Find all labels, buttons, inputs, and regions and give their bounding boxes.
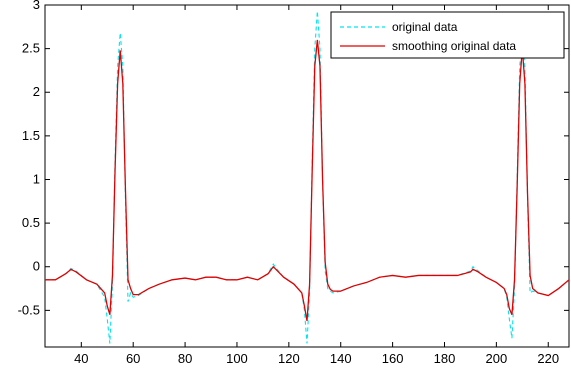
- x-tick-label: 80: [178, 351, 192, 366]
- series-line-smoothing-data: [45, 39, 569, 321]
- legend-box: [330, 11, 565, 59]
- x-tick-label: 220: [537, 351, 559, 366]
- legend-label-original: original data: [392, 20, 458, 34]
- series-group: [45, 11, 569, 344]
- y-tick-label: -0.5: [18, 302, 40, 317]
- x-tick-label: 60: [126, 351, 140, 366]
- y-tick-label: 1: [33, 171, 40, 186]
- x-tick-label: 120: [278, 351, 300, 366]
- x-tick-label: 140: [330, 351, 352, 366]
- x-tick-label: 200: [486, 351, 508, 366]
- y-tick-label: 1.5: [22, 128, 40, 143]
- plot-area: [44, 4, 570, 348]
- x-tick-label: 100: [226, 351, 248, 366]
- y-tick-label: 2.5: [22, 41, 40, 56]
- y-tick-label: 3: [33, 0, 40, 12]
- y-tick-label: 2: [33, 84, 40, 99]
- axis-ticks: 40 60 80 100 120 140 160 180 200 220 -0.5 0 0.5 1 1.5 2…: [18, 0, 569, 366]
- x-tick-label: 40: [74, 351, 88, 366]
- x-tick-label: 180: [434, 351, 456, 366]
- y-tick-label: 0.5: [22, 215, 40, 230]
- legend: original data smoothing original data: [330, 11, 565, 59]
- legend-label-smoothing: smoothing original data: [392, 39, 516, 53]
- x-tick-label: 160: [382, 351, 404, 366]
- y-tick-label: 0: [33, 259, 40, 274]
